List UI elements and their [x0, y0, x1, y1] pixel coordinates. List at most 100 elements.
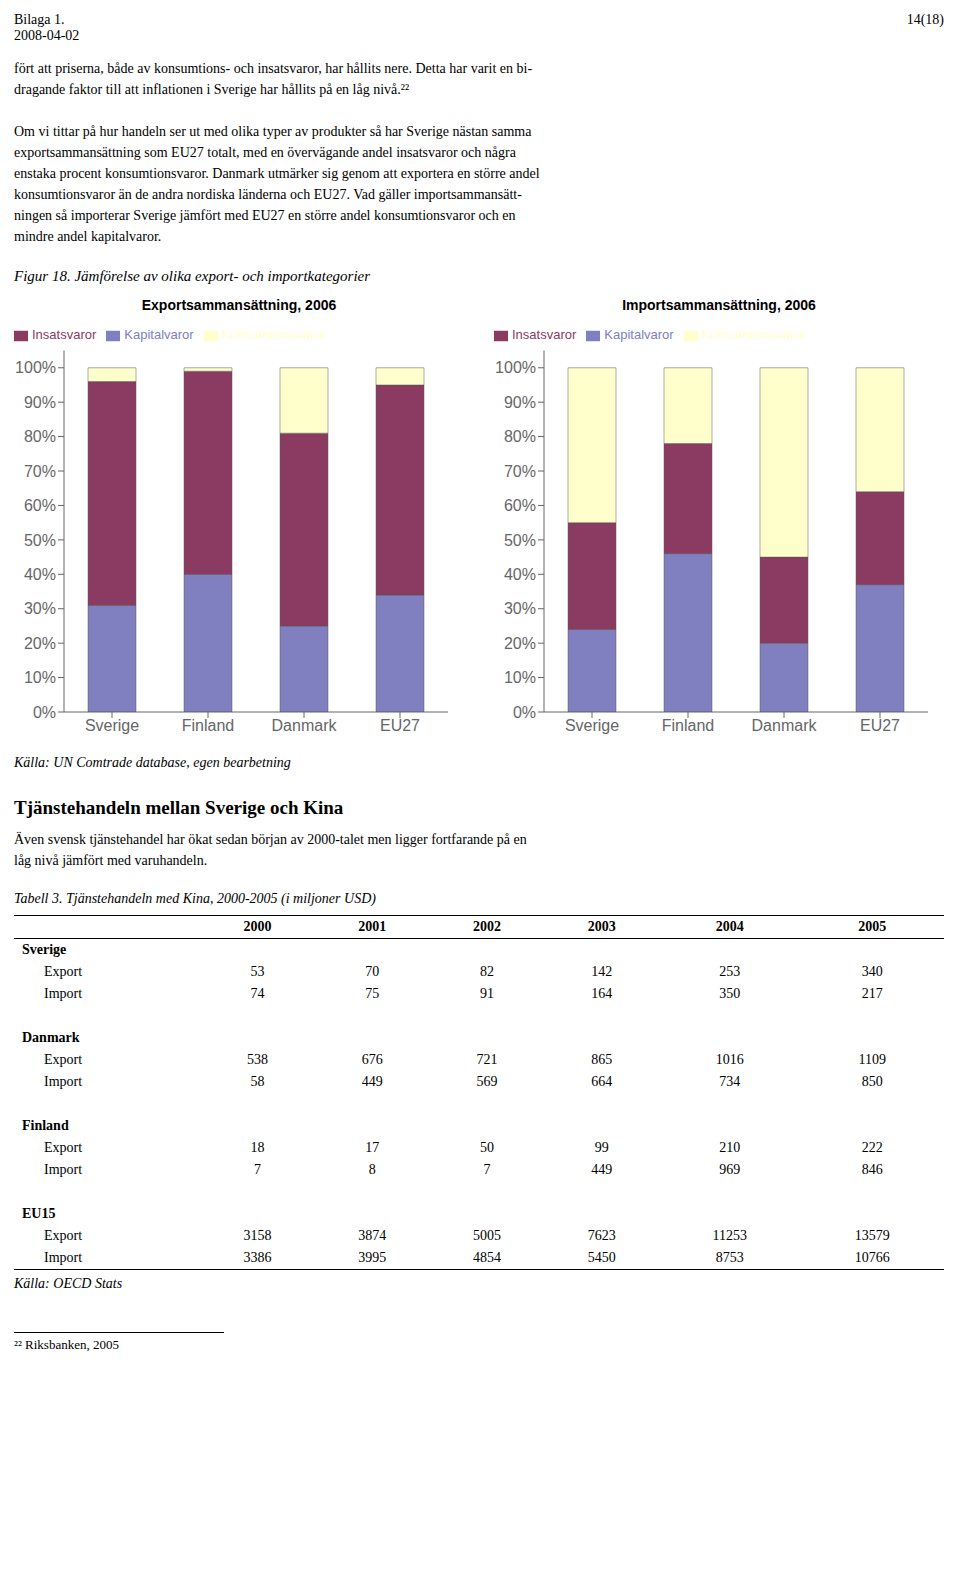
svg-text:Danmark: Danmark — [272, 717, 338, 734]
html-text:2001: 2001 — [358, 919, 387, 934]
html-text:Kapitalvaror: Kapitalvaror — [604, 327, 674, 342]
html-text:449: 449 — [591, 1162, 613, 1177]
svg-text:0%: 0% — [513, 704, 536, 721]
html-text:ningen så importerar Sverige j: ningen så importerar Sverige jämfört med… — [14, 208, 516, 223]
html-text:217: 217 — [861, 986, 883, 1001]
html-text:538: 538 — [246, 1052, 268, 1067]
html-text:2008-04-02: 2008-04-02 — [14, 28, 80, 43]
svg-text:Finland: Finland — [182, 717, 234, 734]
html-text:1109: 1109 — [858, 1052, 886, 1067]
html-text:Sverige: Sverige — [22, 942, 67, 957]
html-text:Kapitalvaror: Kapitalvaror — [124, 327, 194, 342]
html-text:969: 969 — [719, 1162, 741, 1177]
html-text:Danmark: Danmark — [22, 1030, 80, 1045]
html-text:Konsumtionsvaror: Konsumtionsvaror — [221, 327, 327, 342]
html-text:Import: Import — [44, 1162, 83, 1177]
html-text:Insatsvaror: Insatsvaror — [512, 327, 577, 342]
svg-text:10%: 10% — [504, 669, 536, 686]
svg-text:30%: 30% — [24, 600, 56, 617]
html-text:569: 569 — [476, 1074, 498, 1089]
html-text:721: 721 — [476, 1052, 498, 1067]
svg-text:40%: 40% — [24, 566, 56, 583]
html-text:210: 210 — [719, 1140, 741, 1155]
html-text:Import: Import — [44, 1074, 83, 1089]
html-text:850: 850 — [861, 1074, 883, 1089]
svg-text:70%: 70% — [504, 463, 536, 480]
html-text:253: 253 — [719, 964, 741, 979]
html-text:74: 74 — [250, 986, 265, 1001]
html-text:Import: Import — [44, 986, 83, 1001]
html-text:Importsammansättning, 2006: Importsammansättning, 2006 — [622, 297, 816, 313]
html-text:18: 18 — [250, 1140, 265, 1155]
html-text:Figur 18. Jämförelse av olika: Figur 18. Jämförelse av olika export- oc… — [14, 268, 370, 284]
svg-text:80%: 80% — [504, 428, 536, 445]
svg-text:EU27: EU27 — [860, 717, 900, 734]
html-text:Export: Export — [44, 1052, 83, 1067]
html-text:Källa: UN Comtrade database, e: Källa: UN Comtrade database, egen bearbe… — [14, 755, 291, 770]
html-text:142: 142 — [591, 964, 613, 979]
html-text:340: 340 — [861, 964, 883, 979]
html-text:676: 676 — [361, 1052, 383, 1067]
html-text:Finland: Finland — [22, 1118, 69, 1133]
html-text:Insatsvaror: Insatsvaror — [32, 327, 97, 342]
svg-text:40%: 40% — [504, 566, 536, 583]
html-text:350: 350 — [719, 986, 741, 1001]
html-text:Export: Export — [44, 964, 83, 979]
html-text:734: 734 — [719, 1074, 741, 1089]
svg-text:30%: 30% — [504, 600, 536, 617]
html-text:75: 75 — [365, 986, 380, 1001]
html-text:53: 53 — [250, 964, 265, 979]
svg-text:Sverige: Sverige — [565, 717, 619, 734]
html-text:mindre andel kapitalvaror.: mindre andel kapitalvaror. — [14, 229, 162, 244]
html-text:Tabell 3. Tjänstehandeln med K: Tabell 3. Tjänstehandeln med Kina, 2000-… — [14, 891, 376, 906]
html-text:2002: 2002 — [473, 919, 501, 934]
html-text:Även svensk tjänstehandel har: Även svensk tjänstehandel har ökat sedan… — [14, 832, 527, 847]
svg-text:Sverige: Sverige — [85, 717, 139, 734]
html-text:99: 99 — [594, 1140, 609, 1155]
svg-text:100%: 100% — [495, 359, 536, 376]
html-text:Konsumtionsvaror: Konsumtionsvaror — [701, 327, 807, 342]
html-text:Bilaga 1.: Bilaga 1. — [14, 12, 65, 27]
html-text:fört att priserna, både av kon: fört att priserna, både av konsumtions- … — [14, 61, 533, 76]
html-text:exportsammansättning som EU27: exportsammansättning som EU27 totalt, me… — [14, 145, 516, 160]
html-text:enstaka procent konsumtionsvar: enstaka procent konsumtionsvaror. Danmar… — [14, 166, 540, 181]
html-text:2003: 2003 — [587, 919, 616, 934]
svg-text:Danmark: Danmark — [752, 717, 818, 734]
html-text:58: 58 — [250, 1074, 265, 1089]
svg-text:20%: 20% — [24, 635, 56, 652]
svg-text:90%: 90% — [24, 394, 56, 411]
html-text:dragande faktor till att infla: dragande faktor till att inflationen i S… — [14, 82, 410, 97]
html-text:222: 222 — [861, 1140, 883, 1155]
html-text:449: 449 — [361, 1074, 383, 1089]
html-text:846: 846 — [861, 1162, 883, 1177]
svg-text:100%: 100% — [15, 359, 56, 376]
svg-text:70%: 70% — [24, 463, 56, 480]
svg-text:50%: 50% — [24, 532, 56, 549]
svg-text:50%: 50% — [504, 532, 536, 549]
svg-text:80%: 80% — [24, 428, 56, 445]
html-text:164: 164 — [591, 986, 613, 1001]
svg-text:Finland: Finland — [662, 717, 714, 734]
html-text:17: 17 — [365, 1140, 380, 1155]
html-text:2004: 2004 — [715, 919, 744, 934]
html-text:låg nivå jämfört med varuhande: låg nivå jämfört med varuhandeln. — [14, 853, 208, 868]
svg-text:EU27: EU27 — [380, 717, 420, 734]
html-text:Om vi tittar på hur handeln se: Om vi tittar på hur handeln ser ut med o… — [14, 124, 532, 139]
svg-text:60%: 60% — [24, 497, 56, 514]
html-text:konsumtionsvaror än de andra n: konsumtionsvaror än de andra nordiska lä… — [14, 187, 522, 202]
html-text:Exportsammansättning, 2006: Exportsammansättning, 2006 — [141, 297, 337, 313]
html-text:14(18): 14(18) — [906, 12, 944, 27]
html-text:1016: 1016 — [715, 1052, 744, 1067]
svg-text:0%: 0% — [33, 704, 56, 721]
svg-text:90%: 90% — [504, 394, 536, 411]
html-text:Export: Export — [44, 1140, 83, 1155]
html-text:664: 664 — [591, 1074, 613, 1089]
html-text:865: 865 — [591, 1052, 613, 1067]
html-text:2005: 2005 — [858, 919, 887, 934]
svg-text:60%: 60% — [504, 497, 536, 514]
html-text:Tjänstehandeln mellan Sverige: Tjänstehandeln mellan Sverige och Kina — [14, 797, 344, 818]
html-text:70: 70 — [365, 964, 380, 979]
svg-text:10%: 10% — [24, 669, 56, 686]
svg-text:20%: 20% — [504, 635, 536, 652]
html-text:2000: 2000 — [243, 919, 272, 934]
